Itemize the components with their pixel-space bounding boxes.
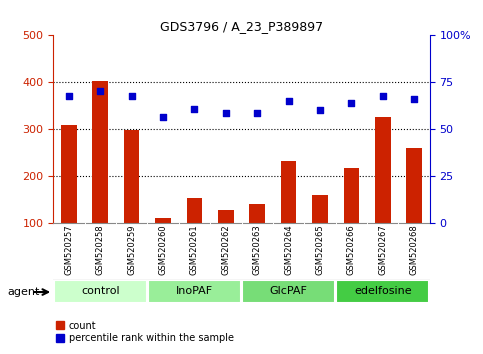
Text: GSM520263: GSM520263 [253,224,262,275]
Point [379,93,387,99]
Text: GSM520264: GSM520264 [284,224,293,275]
Point [253,110,261,116]
Point [65,93,73,99]
Point [222,110,230,116]
Text: control: control [81,286,119,296]
Point [159,114,167,119]
Bar [343,168,359,223]
Bar [406,148,422,223]
Text: GSM520259: GSM520259 [127,224,136,275]
Text: GSM520262: GSM520262 [221,224,230,275]
Bar [249,204,265,223]
Point [97,88,104,94]
Text: GSM520268: GSM520268 [410,224,419,275]
Text: GSM520260: GSM520260 [158,224,168,275]
Text: GSM520265: GSM520265 [315,224,325,275]
Text: agent: agent [7,287,40,297]
Point [191,106,199,112]
Bar [186,198,202,223]
Text: GSM520258: GSM520258 [96,224,105,275]
Text: GSM520257: GSM520257 [64,224,73,275]
Point [285,98,293,104]
Bar [148,280,241,303]
Bar [155,218,171,223]
Bar [61,125,77,223]
Text: GlcPAF: GlcPAF [270,286,308,296]
Bar [336,280,429,303]
Title: GDS3796 / A_23_P389897: GDS3796 / A_23_P389897 [160,20,323,33]
Point [316,107,324,112]
Bar [92,81,108,223]
Bar [281,161,297,223]
Point [411,96,418,102]
Legend: count, percentile rank within the sample: count, percentile rank within the sample [53,317,238,347]
Bar [375,118,391,223]
Bar [242,280,335,303]
Text: GSM520267: GSM520267 [378,224,387,275]
Point [348,100,355,106]
Text: InoPAF: InoPAF [176,286,213,296]
Point [128,93,135,99]
Text: edelfosine: edelfosine [354,286,412,296]
Bar [312,195,328,223]
Bar [54,280,147,303]
Text: GSM520261: GSM520261 [190,224,199,275]
Text: GSM520266: GSM520266 [347,224,356,275]
Bar [124,130,140,223]
Bar [218,210,234,223]
